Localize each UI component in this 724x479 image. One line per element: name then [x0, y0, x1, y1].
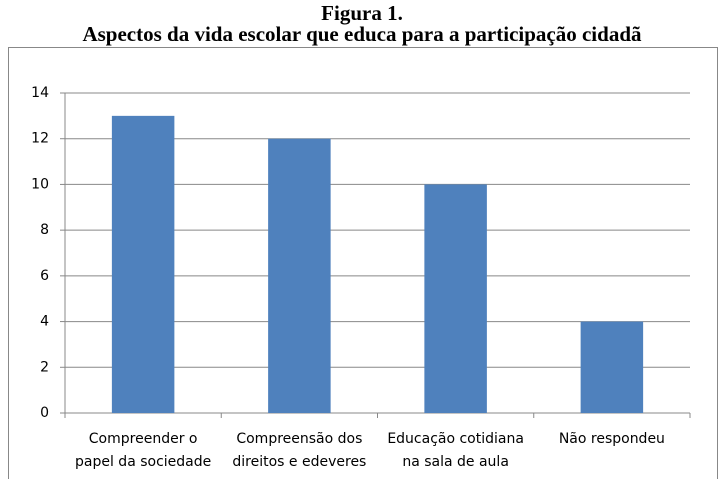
x-tick-label: Não respondeu — [559, 431, 665, 447]
x-tick-label: direitos e edeveres — [232, 454, 366, 470]
x-tick-label: Educação cotidiana — [387, 431, 524, 447]
bar — [111, 115, 175, 413]
y-tick-label: 2 — [40, 359, 49, 375]
y-tick-label: 4 — [40, 314, 49, 330]
y-tick-label: 8 — [40, 222, 49, 238]
bar — [580, 321, 644, 413]
y-tick-label: 10 — [31, 176, 49, 192]
y-tick-label: 12 — [31, 131, 49, 147]
y-tick-label: 6 — [40, 268, 49, 284]
chart-title: Figura 1. — [321, 1, 403, 25]
x-tick-label: papel da sociedade — [75, 454, 211, 470]
x-tick-label: Compreender o — [89, 431, 198, 447]
x-tick-label: na sala de aula — [402, 454, 509, 470]
bar — [268, 138, 331, 413]
chart-title: Aspectos da vida escolar que educa para … — [82, 22, 642, 46]
y-tick-label: 14 — [31, 85, 49, 101]
bar — [424, 184, 487, 413]
y-tick-label: 0 — [40, 405, 49, 421]
chart-border — [8, 47, 718, 479]
x-tick-label: Compreensão dos — [236, 431, 362, 447]
